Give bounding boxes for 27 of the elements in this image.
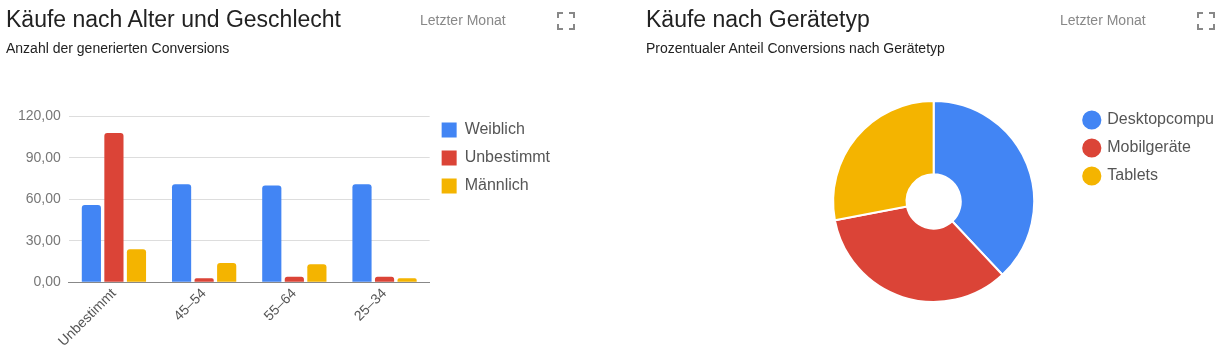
text: Letzter Monat bbox=[420, 12, 506, 28]
legend-label: Unbestimmt bbox=[464, 148, 551, 166]
bar bbox=[262, 185, 282, 282]
legend-label: Weiblich bbox=[464, 120, 525, 138]
legend-label: Mobilgeräte bbox=[1107, 138, 1191, 156]
chart-subtitle: Prozentualer Anteil Conversions nach Gerätetyp bbox=[646, 40, 945, 56]
legend-label: Desktopcompu bbox=[1107, 110, 1214, 128]
y-tick-label: 60,00 bbox=[25, 190, 62, 207]
legend-label: Männlich bbox=[464, 176, 529, 194]
bar bbox=[307, 264, 327, 282]
y-tick-label: 30,00 bbox=[25, 231, 62, 248]
y-tick-label: 0,00 bbox=[33, 273, 62, 290]
chart-subtitle: Anzahl der generierten Conversions bbox=[6, 40, 230, 56]
y-tick-label: 90,00 bbox=[25, 148, 62, 165]
bar bbox=[126, 249, 147, 282]
chart-title: Käufe nach Gerätetyp bbox=[646, 6, 870, 33]
bar bbox=[81, 204, 101, 282]
bar bbox=[352, 184, 372, 282]
legend-label: Tablets bbox=[1107, 166, 1158, 184]
bar bbox=[374, 276, 395, 282]
bar bbox=[217, 262, 237, 282]
chart-title: Käufe nach Alter und Geschlecht bbox=[6, 6, 341, 33]
bar bbox=[284, 276, 304, 282]
text: Letzter Monat bbox=[1060, 12, 1146, 28]
bar bbox=[104, 132, 124, 282]
bar bbox=[172, 184, 192, 282]
y-tick-label: 120,00 bbox=[17, 107, 62, 124]
